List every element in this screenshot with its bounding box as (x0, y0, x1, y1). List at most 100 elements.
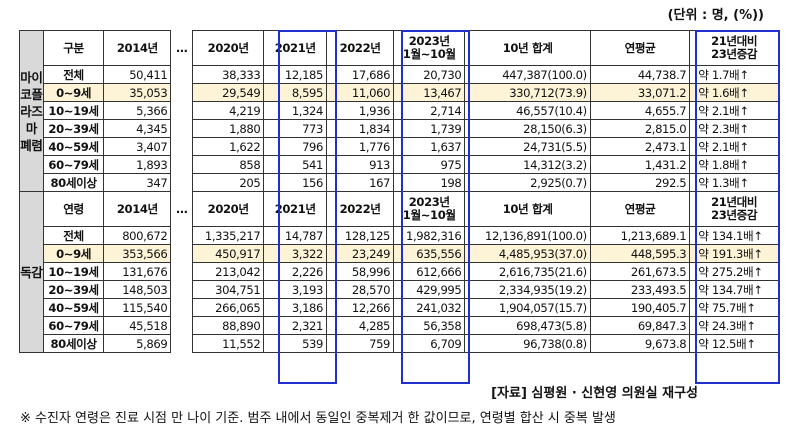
row-label: 80세이상 (42, 173, 105, 192)
cell-total: 2,925(0.7) (464, 173, 591, 192)
row-label: 10~19세 (42, 262, 105, 281)
table-row: 60~79세 1,893 858 541 913 975 14,312(3.2) 1,431.… (20, 155, 779, 174)
cell-increase: 약 191.3배↑ (689, 244, 779, 263)
header-2014: 2014년 (103, 30, 172, 66)
row-label: 20~39세 (42, 119, 105, 138)
cell-average: 1,431.2 (589, 155, 691, 174)
table-row: 10~19세 131,676 213,042 2,226 58,996 612,666 2,… (20, 262, 779, 281)
cell-2014: 45,518 (103, 316, 172, 335)
cell-total: 14,312(3.2) (464, 155, 591, 174)
cell-2020: 1,880 (191, 119, 265, 138)
cell-total: 12,136,891(100.0) (464, 226, 591, 245)
cell-total: 2,334,935(19.2) (464, 280, 591, 299)
header-2020: 2020년 (191, 191, 265, 227)
cell-2020: 38,333 (191, 65, 265, 84)
cell-2022: 167 (326, 173, 395, 192)
cell-total: 698,473(5.8) (464, 316, 591, 335)
table-row: 20~39세 4,345 1,880 773 1,834 1,739 28,150(6.3)… (20, 119, 779, 138)
cell-2014: 800,672 (103, 226, 172, 245)
header-ellipsis: … (170, 191, 193, 227)
cell-gap (170, 316, 193, 335)
cell-2023: 429,995 (393, 280, 466, 299)
cell-gap (170, 155, 193, 174)
section2-side-label: 독감 (19, 191, 44, 353)
cell-2023: 241,032 (393, 298, 466, 317)
cell-2022: 128,125 (326, 226, 395, 245)
cell-2020: 1,622 (191, 137, 265, 156)
cell-2014: 347 (103, 173, 172, 192)
cell-gap (170, 101, 193, 120)
cell-gap (170, 334, 193, 353)
cell-average: 33,071.2 (589, 83, 691, 102)
cell-average: 1,213,689.1 (589, 226, 691, 245)
cell-gap (170, 119, 193, 138)
cell-increase: 약 1.6배↑ (689, 83, 779, 102)
header-increase: 21년대비 23년증감 (689, 191, 779, 227)
cell-2022: 11,060 (326, 83, 395, 102)
table-row: 40~59세 3,407 1,622 796 1,776 1,637 24,731(5.5)… (20, 137, 779, 156)
cell-2021: 541 (263, 155, 328, 174)
cell-average: 233,493.5 (589, 280, 691, 299)
cell-average: 261,673.5 (589, 262, 691, 281)
cell-increase: 약 134.7배↑ (689, 280, 779, 299)
cell-increase: 약 134.1배↑ (689, 226, 779, 245)
cell-2021: 3,322 (263, 244, 328, 263)
header-increase-line2: 23년증감 (711, 47, 758, 61)
cell-2021: 3,186 (263, 298, 328, 317)
table-row: 60~79세 45,518 88,890 2,321 4,285 56,358 698,47… (20, 316, 779, 335)
header-2020: 2020년 (191, 30, 265, 66)
header-2023-period: 1월~10월 (402, 208, 456, 222)
row-label: 40~59세 (42, 137, 105, 156)
cell-2020: 1,335,217 (191, 226, 265, 245)
header-category: 연령 (42, 191, 105, 227)
cell-2014: 353,566 (103, 244, 172, 263)
header-2014: 2014년 (103, 191, 172, 227)
cell-increase: 약 1.7배↑ (689, 65, 779, 84)
cell-increase: 약 2.1배↑ (689, 101, 779, 120)
cell-2020: 4,219 (191, 101, 265, 120)
header-ellipsis: … (170, 30, 193, 66)
cell-2020: 11,552 (191, 334, 265, 353)
cell-total: 24,731(5.5) (464, 137, 591, 156)
statistics-table: 마이코플라즈마 폐렴 구분 2014년… 2020년 2021년 2022년 2023년 1월… (19, 30, 779, 353)
cell-2022: 1,776 (326, 137, 395, 156)
cell-average: 69,847.3 (589, 316, 691, 335)
row-label: 60~79세 (42, 155, 105, 174)
cell-2014: 131,676 (103, 262, 172, 281)
cell-increase: 약 24.3배↑ (689, 316, 779, 335)
row-label: 전체 (42, 65, 105, 84)
cell-2021: 539 (263, 334, 328, 353)
table-row: 10~19세 5,366 4,219 1,324 1,936 2,714 46,557(10… (20, 101, 779, 120)
table-row: 80세이상 347 205 156 167 198 2,925(0.7) 292.5 약 1.3… (20, 173, 779, 192)
cell-average: 448,595.3 (589, 244, 691, 263)
cell-2014: 115,540 (103, 298, 172, 317)
cell-2021: 773 (263, 119, 328, 138)
cell-2023: 13,467 (393, 83, 466, 102)
cell-increase: 약 75.7배↑ (689, 298, 779, 317)
cell-2022: 23,249 (326, 244, 395, 263)
header-2023: 2023년 1월~10월 (393, 191, 466, 227)
header-average: 연평균 (589, 30, 691, 66)
row-label: 0~9세 (42, 83, 105, 102)
cell-2021: 8,595 (263, 83, 328, 102)
header-total: 10년 합계 (464, 191, 591, 227)
cell-2014: 1,893 (103, 155, 172, 174)
cell-2022: 1,936 (326, 101, 395, 120)
cell-2022: 4,285 (326, 316, 395, 335)
header-2023: 2023년 1월~10월 (393, 30, 466, 66)
cell-2023: 198 (393, 173, 466, 192)
cell-total: 1,904,057(15.7) (464, 298, 591, 317)
cell-increase: 약 1.8배↑ (689, 155, 779, 174)
cell-total: 4,485,953(37.0) (464, 244, 591, 263)
cell-gap (170, 262, 193, 281)
cell-2021: 3,193 (263, 280, 328, 299)
cell-gap (170, 137, 193, 156)
cell-2014: 35,053 (103, 83, 172, 102)
row-label: 40~59세 (42, 298, 105, 317)
cell-2014: 5,366 (103, 101, 172, 120)
cell-average: 190,405.7 (589, 298, 691, 317)
cell-increase: 약 1.3배↑ (689, 173, 779, 192)
cell-2020: 304,751 (191, 280, 265, 299)
cell-2021: 14,787 (263, 226, 328, 245)
header-2022: 2022년 (326, 191, 395, 227)
